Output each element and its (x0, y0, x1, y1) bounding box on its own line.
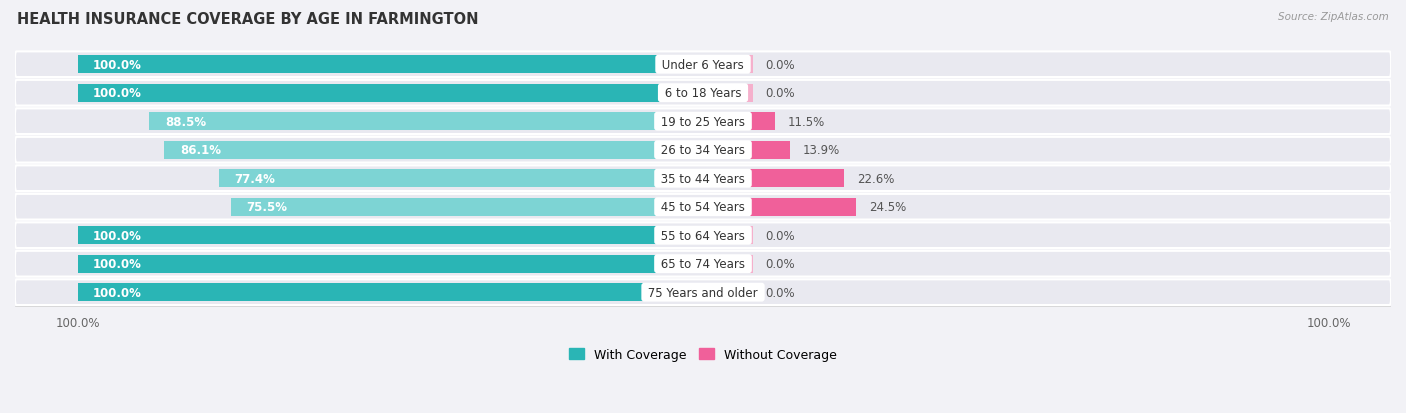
Text: 0.0%: 0.0% (765, 87, 796, 100)
FancyBboxPatch shape (15, 223, 1391, 248)
Bar (703, 255, 754, 273)
FancyBboxPatch shape (15, 81, 1391, 106)
Text: 11.5%: 11.5% (787, 115, 825, 128)
Bar (149, 113, 703, 131)
Text: HEALTH INSURANCE COVERAGE BY AGE IN FARMINGTON: HEALTH INSURANCE COVERAGE BY AGE IN FARM… (17, 12, 478, 27)
FancyBboxPatch shape (15, 251, 1391, 277)
Text: 35 to 44 Years: 35 to 44 Years (657, 172, 749, 185)
Text: 45 to 54 Years: 45 to 54 Years (657, 201, 749, 214)
Text: 26 to 34 Years: 26 to 34 Years (657, 144, 749, 157)
Text: 100.0%: 100.0% (93, 229, 142, 242)
Text: 86.1%: 86.1% (180, 144, 221, 157)
Text: 55 to 64 Years: 55 to 64 Years (657, 229, 749, 242)
Legend: With Coverage, Without Coverage: With Coverage, Without Coverage (569, 348, 837, 361)
Text: 22.6%: 22.6% (856, 172, 894, 185)
FancyBboxPatch shape (15, 280, 1391, 305)
Bar (703, 284, 754, 301)
Bar (703, 198, 856, 216)
Bar (77, 284, 703, 301)
Bar (703, 227, 754, 244)
FancyBboxPatch shape (15, 166, 1391, 192)
Bar (219, 170, 703, 188)
Bar (77, 56, 703, 74)
Bar (77, 227, 703, 244)
Text: 24.5%: 24.5% (869, 201, 905, 214)
FancyBboxPatch shape (15, 195, 1391, 220)
FancyBboxPatch shape (15, 52, 1391, 78)
Bar (231, 198, 703, 216)
Text: 13.9%: 13.9% (803, 144, 839, 157)
Text: 100.0%: 100.0% (93, 87, 142, 100)
Bar (165, 142, 703, 159)
Bar (703, 85, 754, 102)
Text: 6 to 18 Years: 6 to 18 Years (661, 87, 745, 100)
Text: 0.0%: 0.0% (765, 59, 796, 71)
Text: 75 Years and older: 75 Years and older (644, 286, 762, 299)
Bar (703, 170, 845, 188)
Text: Under 6 Years: Under 6 Years (658, 59, 748, 71)
Bar (703, 113, 775, 131)
Bar (77, 255, 703, 273)
Text: 100.0%: 100.0% (93, 286, 142, 299)
Text: 19 to 25 Years: 19 to 25 Years (657, 115, 749, 128)
FancyBboxPatch shape (15, 109, 1391, 135)
Bar (703, 56, 754, 74)
Text: 0.0%: 0.0% (765, 229, 796, 242)
Text: 65 to 74 Years: 65 to 74 Years (657, 258, 749, 271)
Text: Source: ZipAtlas.com: Source: ZipAtlas.com (1278, 12, 1389, 22)
Text: 75.5%: 75.5% (246, 201, 287, 214)
Text: 100.0%: 100.0% (93, 258, 142, 271)
Text: 0.0%: 0.0% (765, 258, 796, 271)
Text: 88.5%: 88.5% (165, 115, 207, 128)
Text: 100.0%: 100.0% (93, 59, 142, 71)
Bar (77, 85, 703, 102)
Text: 77.4%: 77.4% (235, 172, 276, 185)
Text: 0.0%: 0.0% (765, 286, 796, 299)
FancyBboxPatch shape (15, 138, 1391, 163)
Bar (703, 142, 790, 159)
